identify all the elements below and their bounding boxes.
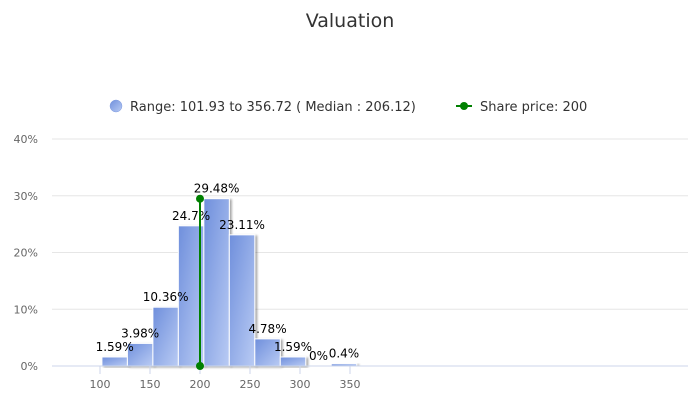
bar-value-label: 0% bbox=[309, 349, 328, 363]
histogram-bar[interactable] bbox=[279, 356, 307, 367]
bar-value-label: 10.36% bbox=[143, 290, 189, 304]
histogram-bar[interactable] bbox=[254, 338, 281, 367]
histogram-bar[interactable] bbox=[101, 356, 128, 367]
legend-item-range[interactable]: Range: 101.93 to 356.72 ( Median : 206.1… bbox=[109, 99, 416, 115]
bar-value-label: 1.59% bbox=[96, 340, 134, 354]
share-price-series bbox=[196, 194, 204, 370]
y-tick-label: 20% bbox=[14, 247, 38, 260]
legend: Range: 101.93 to 356.72 ( Median : 206.1… bbox=[109, 99, 587, 115]
legend-item-share-price[interactable]: Share price: 200 bbox=[456, 100, 587, 115]
bar-value-label: 0.4% bbox=[329, 347, 360, 361]
chart-title: Valuation bbox=[306, 10, 395, 32]
x-tick-label: 300 bbox=[290, 378, 311, 391]
share-price-point[interactable] bbox=[196, 362, 204, 370]
gridlines bbox=[52, 138, 688, 310]
bar-value-label: 3.98% bbox=[121, 326, 159, 340]
bar-value-label: 29.48% bbox=[194, 182, 240, 196]
y-tick-label: 0% bbox=[21, 360, 38, 373]
x-tick-label: 200 bbox=[190, 378, 211, 391]
share-price-point[interactable] bbox=[196, 194, 204, 203]
bar-value-label: 24.7% bbox=[172, 209, 210, 223]
x-tick-label: 350 bbox=[340, 378, 361, 391]
x-tick-label: 100 bbox=[90, 378, 111, 391]
legend-share-price-marker bbox=[460, 102, 468, 110]
bar-value-label: 1.59% bbox=[274, 340, 312, 354]
x-tick-label: 250 bbox=[240, 378, 261, 391]
y-tick-label: 10% bbox=[14, 303, 38, 316]
histogram-bar[interactable] bbox=[228, 234, 256, 367]
legend-range-label: Range: 101.93 to 356.72 ( Median : 206.1… bbox=[130, 100, 416, 115]
x-tick-label: 150 bbox=[140, 378, 161, 391]
legend-share-price-label: Share price: 200 bbox=[480, 100, 587, 115]
y-tick-label: 40% bbox=[14, 133, 38, 146]
x-axis-ticks: 100 150 200 250 300 350 bbox=[90, 366, 361, 391]
bar-value-label: 4.78% bbox=[248, 322, 286, 336]
legend-range-marker bbox=[109, 99, 123, 113]
y-axis-ticks: 0% 10% 20% 30% 40% bbox=[14, 133, 38, 373]
bar-value-label: 23.11% bbox=[219, 218, 265, 232]
y-tick-label: 30% bbox=[14, 190, 38, 203]
